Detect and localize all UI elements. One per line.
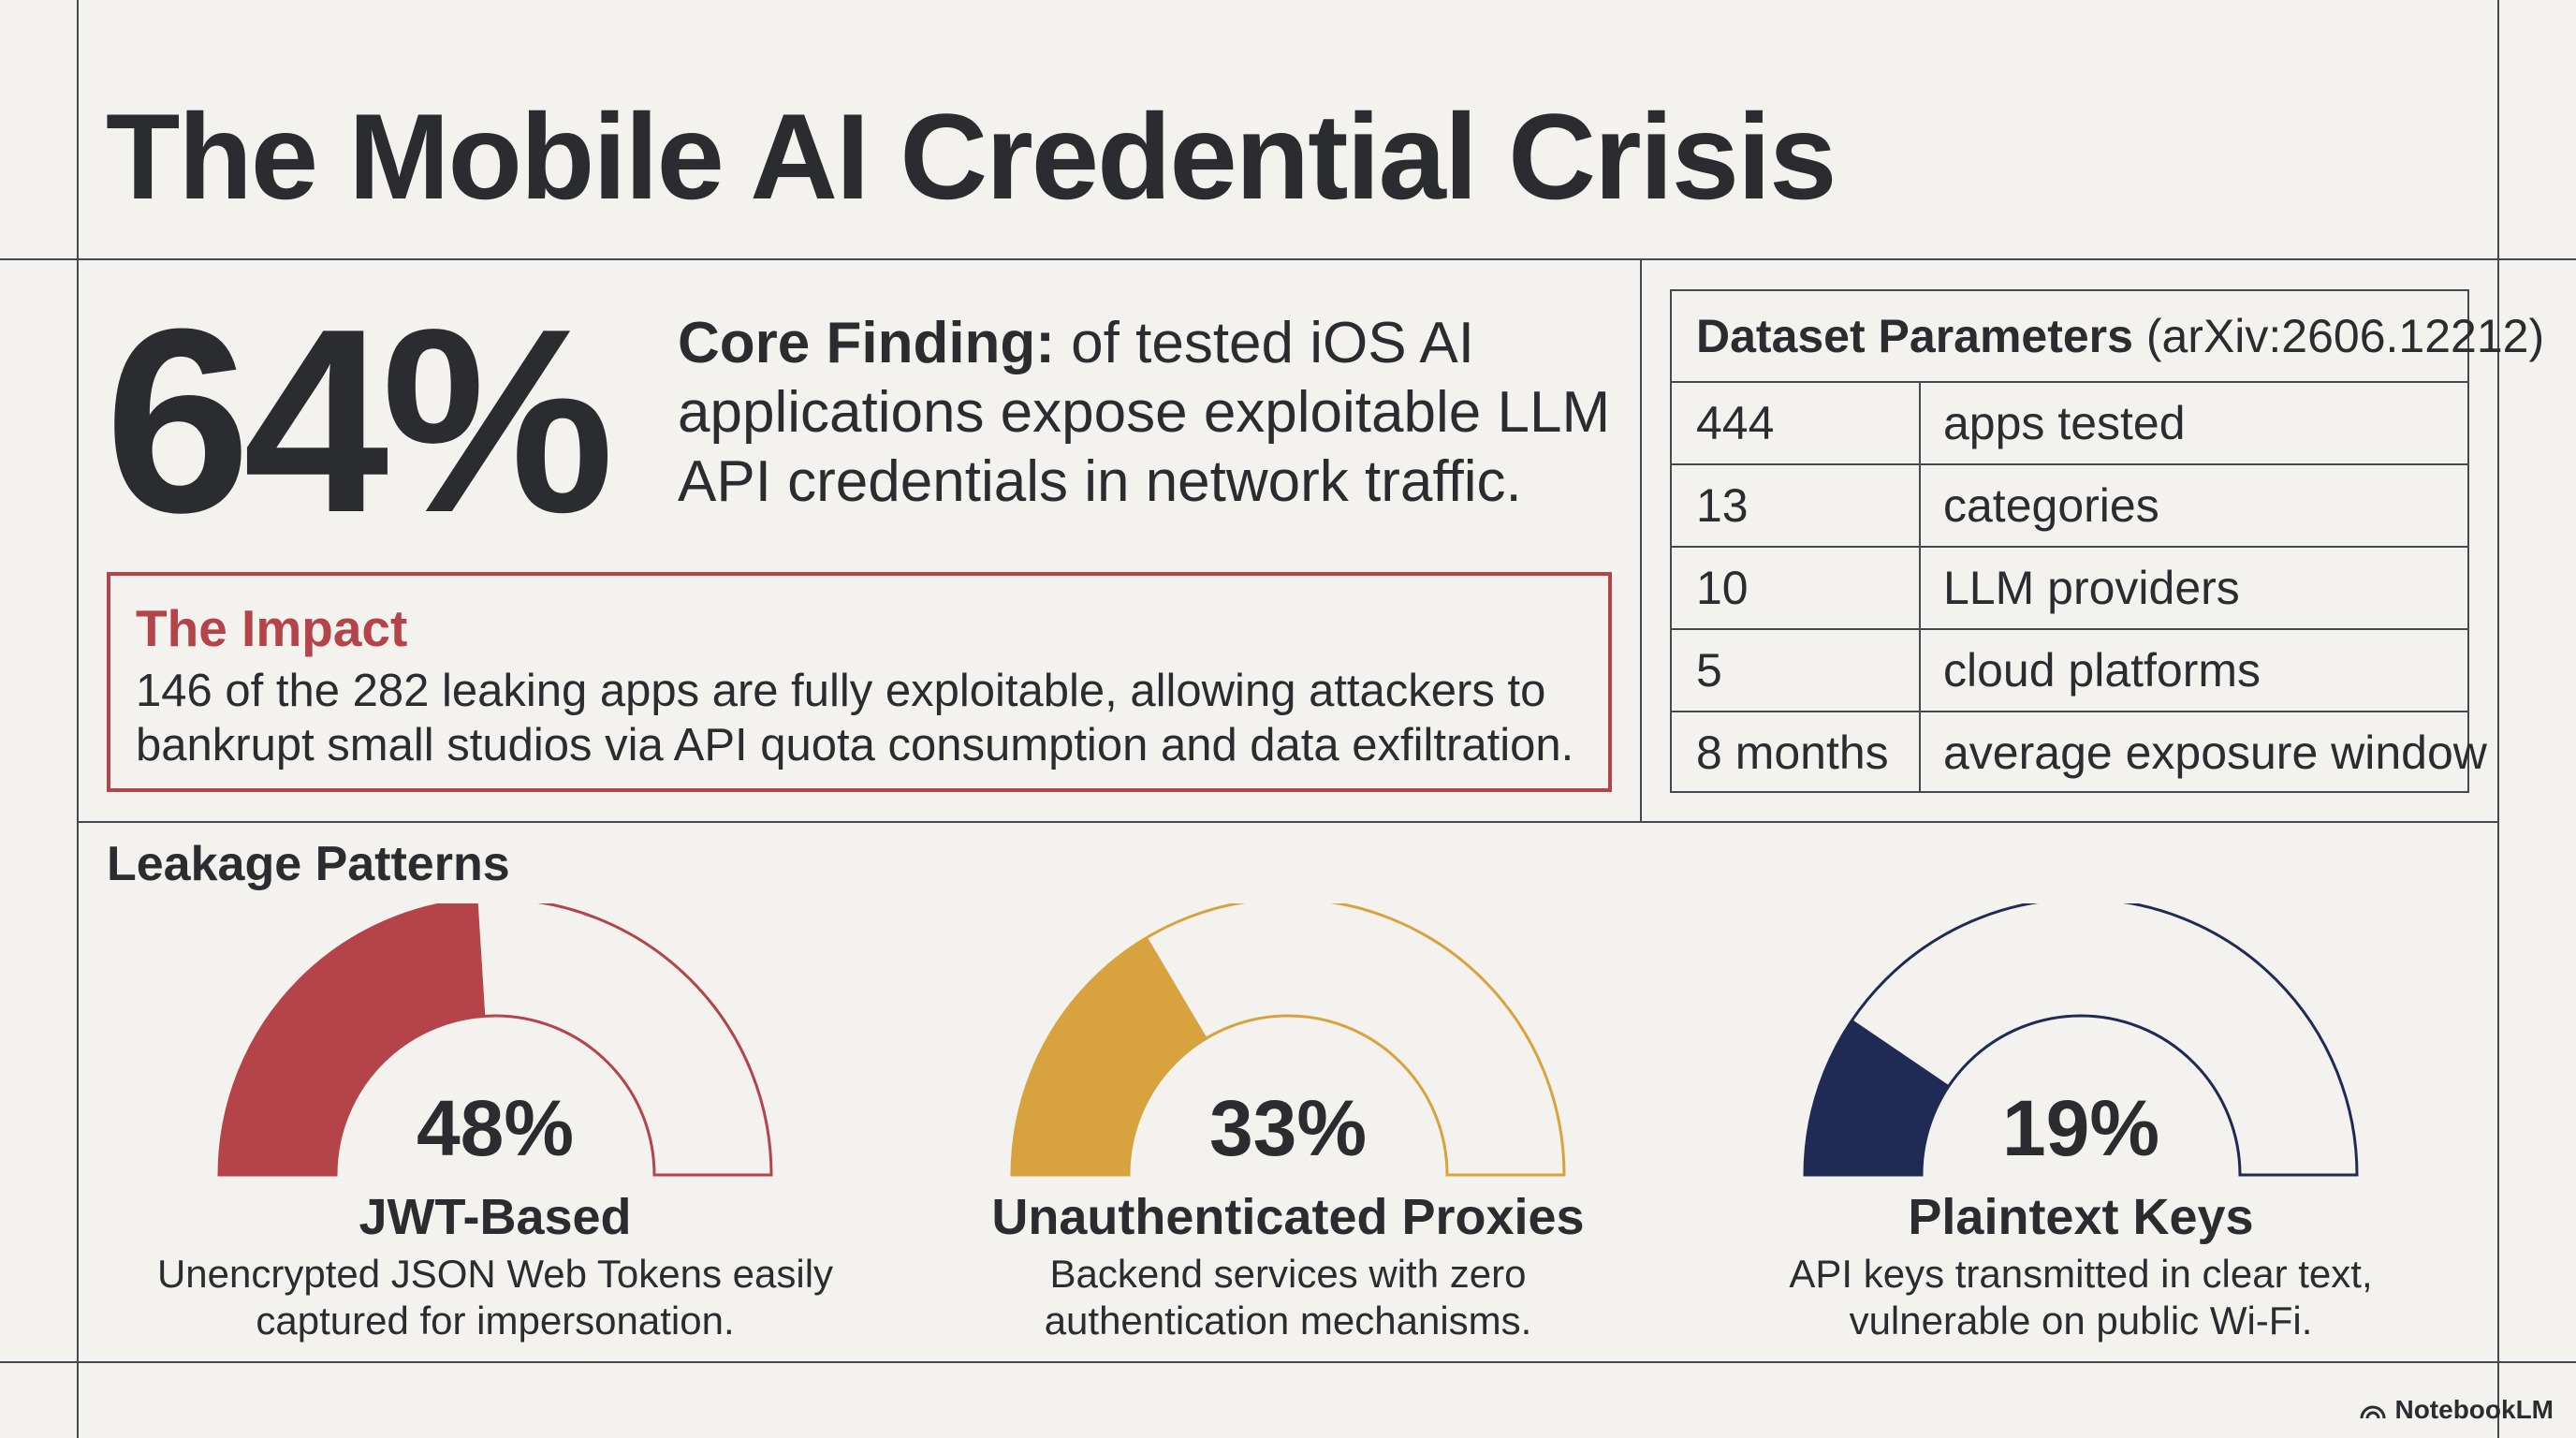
grid-line-mid [77, 821, 2499, 823]
gauge-proxies-name: Unauthenticated Proxies [991, 1189, 1585, 1245]
gauge-proxies [1010, 903, 1566, 1177]
dataset-label: average exposure window [1943, 726, 2487, 779]
gauge-jwt-fill [219, 903, 486, 1175]
core-finding-text: of tested iOS AI applications expose exp… [678, 311, 1611, 514]
core-finding: Core Finding: of tested iOS AI applicati… [678, 309, 1614, 517]
table-row: 8 months average exposure window [1672, 712, 2487, 795]
dataset-label: apps tested [1943, 397, 2186, 449]
dataset-header: Dataset Parameters (arXiv:2606.12212) [1672, 291, 2544, 383]
grid-line-title [0, 258, 2576, 260]
gauge-proxies-outline [1010, 903, 1566, 1177]
dataset-title: Dataset Parameters [1696, 310, 2133, 362]
table-row: 10 LLM providers [1672, 548, 2467, 630]
dataset-value: 444 [1696, 397, 1775, 449]
gauge-jwt-outline [217, 903, 773, 1177]
gauge-plaintext [1803, 903, 2359, 1177]
dataset-value: 10 [1696, 562, 1749, 614]
gauge-plaintext-fill [1805, 1020, 1950, 1175]
dataset-source: (arXiv:2606.12212) [2132, 310, 2545, 362]
page-title: The Mobile AI Credential Crisis [106, 88, 1837, 225]
dataset-label: categories [1943, 479, 2159, 532]
dataset-table: Dataset Parameters (arXiv:2606.12212) 44… [1670, 289, 2544, 795]
headline-stat: 64% [105, 275, 614, 567]
gauge-proxies-description: Backend services with zero authenticatio… [1044, 1252, 1532, 1343]
dataset-value: 8 months [1696, 726, 1889, 779]
gauge-plaintext-description: API keys transmitted in clear text, vuln… [1789, 1252, 2373, 1343]
notebooklm-icon [2360, 1405, 2386, 1419]
gauge-proxies-fill [1012, 937, 1208, 1175]
grid-line-right [2497, 0, 2499, 1438]
grid-line-divider [1640, 258, 1642, 822]
table-row: 444 apps tested [1672, 383, 2467, 465]
brand-mark: NotebookLM [2359, 1395, 2554, 1425]
impact-title: The Impact [136, 599, 408, 657]
grid-line-bottom [0, 1361, 2576, 1363]
gauge-jwt [217, 903, 773, 1177]
impact-body: 146 of the 282 leaking apps are fully ex… [136, 666, 1574, 770]
leakage-title: Leakage Patterns [107, 837, 510, 891]
core-finding-label: Core Finding: [678, 311, 1055, 375]
dataset-label: cloud platforms [1943, 644, 2261, 697]
table-row: 13 categories [1672, 465, 2467, 548]
gauge-jwt-description: Unencrypted JSON Web Tokens easily captu… [156, 1252, 834, 1343]
grid-line-left [77, 0, 79, 1438]
gauge-plaintext-percent: 19% [2001, 1084, 2160, 1172]
gauge-plaintext-name: Plaintext Keys [1908, 1189, 2254, 1245]
table-row: 5 cloud platforms [1672, 630, 2467, 712]
dataset-column-divider [1919, 383, 1921, 793]
gauge-proxies-percent: 33% [1208, 1084, 1368, 1172]
dataset-value: 13 [1696, 479, 1749, 532]
gauge-jwt-name: JWT-Based [359, 1189, 632, 1245]
gauge-jwt-percent: 48% [416, 1084, 575, 1172]
dataset-label: LLM providers [1943, 562, 2240, 614]
gauge-plaintext-outline [1803, 903, 2359, 1177]
impact-box: The Impact 146 of the 282 leaking apps a… [107, 572, 1612, 792]
brand-label: NotebookLM [2394, 1395, 2554, 1424]
dataset-value: 5 [1696, 644, 1722, 697]
